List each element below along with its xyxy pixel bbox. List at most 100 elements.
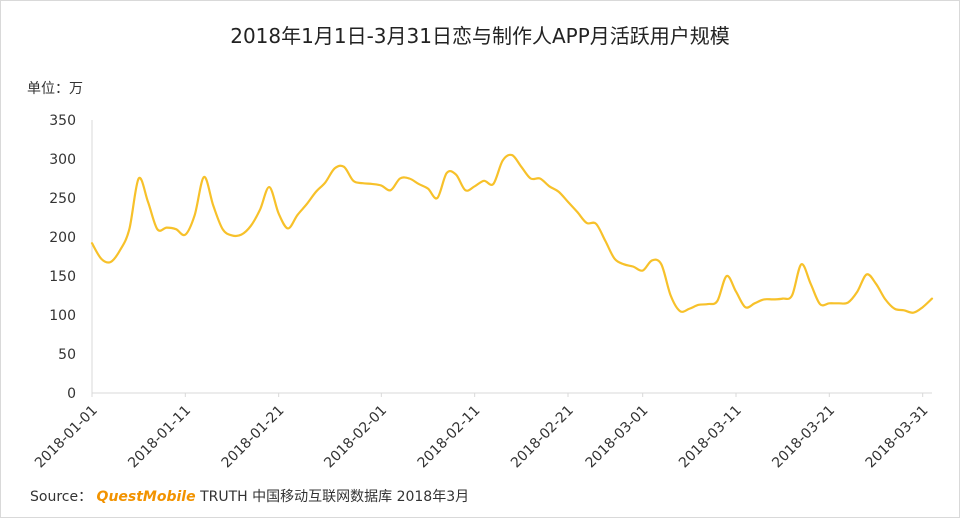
data-point: [800, 263, 802, 265]
source-prefix: Source：: [30, 489, 93, 505]
x-tick-label: 2018-03-01: [583, 403, 652, 472]
data-point: [166, 227, 168, 229]
x-tick-label: 2018-03-11: [676, 403, 745, 472]
data-point: [427, 188, 429, 190]
data-point: [138, 178, 140, 180]
data-point: [595, 223, 597, 225]
data-point: [698, 304, 700, 306]
data-point: [828, 302, 830, 304]
data-point: [250, 225, 252, 227]
data-point: [184, 234, 186, 236]
chart-title: 2018年1月1日-3月31日恋与制作人APP月活跃用户规模: [230, 24, 730, 48]
data-point: [679, 310, 681, 312]
data-point: [492, 183, 494, 185]
data-point: [502, 160, 504, 162]
data-point: [866, 273, 868, 275]
data-point: [782, 298, 784, 300]
x-tick-label: 2018-03-31: [863, 403, 932, 472]
data-point: [651, 259, 653, 261]
y-tick-label: 250: [49, 191, 76, 207]
data-point: [660, 263, 662, 265]
data-point: [446, 172, 448, 174]
data-point: [147, 201, 149, 203]
y-tick-label: 300: [49, 152, 76, 168]
data-point: [894, 308, 896, 310]
x-tick-label: 2018-03-21: [769, 403, 838, 472]
data-point: [464, 189, 466, 191]
data-point: [296, 214, 298, 216]
data-point: [922, 306, 924, 308]
data-point: [100, 258, 102, 260]
data-point: [567, 201, 569, 203]
data-point: [128, 228, 130, 230]
data-point: [324, 181, 326, 183]
data-point: [371, 183, 373, 185]
source-note: Source： QuestMobile TRUTH 中国移动互联网数据库 201…: [30, 486, 469, 506]
data-point: [520, 166, 522, 168]
y-tick-label: 0: [67, 386, 76, 402]
data-point: [642, 270, 644, 272]
data-point: [511, 154, 513, 156]
data-point: [91, 242, 93, 244]
data-point: [203, 176, 205, 178]
data-point: [287, 227, 289, 229]
data-point: [334, 167, 336, 169]
data-point: [763, 298, 765, 300]
data-point: [306, 203, 308, 205]
data-point: [856, 291, 858, 293]
data-point: [399, 178, 401, 180]
data-point: [222, 228, 224, 230]
data-point: [707, 303, 709, 305]
data-point: [670, 295, 672, 297]
data-point: [194, 214, 196, 216]
data-point: [474, 185, 476, 187]
data-point: [231, 234, 233, 236]
data-point: [278, 213, 280, 215]
unit-label: 单位：万: [27, 81, 83, 97]
data-point: [268, 186, 270, 188]
questmobile-logo: QuestMobile: [96, 489, 196, 505]
x-tick-label: 2018-02-01: [321, 403, 390, 472]
data-point: [716, 300, 718, 302]
data-point: [240, 234, 242, 236]
data-point: [614, 258, 616, 260]
data-point: [483, 180, 485, 182]
data-point: [418, 183, 420, 185]
data-point: [119, 249, 121, 251]
data-point: [604, 240, 606, 242]
data-point: [548, 185, 550, 187]
x-tick-label: 2018-02-11: [415, 403, 484, 472]
data-point: [558, 191, 560, 193]
data-point: [175, 228, 177, 230]
data-point: [315, 191, 317, 193]
x-tick-label: 2018-01-11: [125, 403, 194, 472]
data-point: [576, 211, 578, 213]
y-tick-label: 50: [58, 347, 76, 363]
data-point: [436, 197, 438, 199]
data-point: [819, 303, 821, 305]
data-point: [884, 298, 886, 300]
data-point: [875, 283, 877, 285]
data-point: [362, 182, 364, 184]
data-point: [156, 228, 158, 230]
data-point: [754, 302, 756, 304]
data-point: [735, 291, 737, 293]
data-point: [408, 178, 410, 180]
y-tick-label: 100: [49, 308, 76, 324]
data-point: [903, 309, 905, 311]
data-point: [847, 302, 849, 304]
data-point: [110, 261, 112, 263]
data-point: [212, 205, 214, 207]
data-point: [352, 180, 354, 182]
data-point: [810, 283, 812, 285]
data-point: [632, 266, 634, 268]
data-point: [380, 185, 382, 187]
y-tick-label: 150: [49, 269, 76, 285]
data-point: [726, 275, 728, 277]
data-point: [744, 306, 746, 308]
data-point: [791, 295, 793, 297]
x-tick-label: 2018-01-01: [32, 403, 101, 472]
x-tick-label: 2018-01-21: [219, 403, 288, 472]
data-point: [530, 178, 532, 180]
